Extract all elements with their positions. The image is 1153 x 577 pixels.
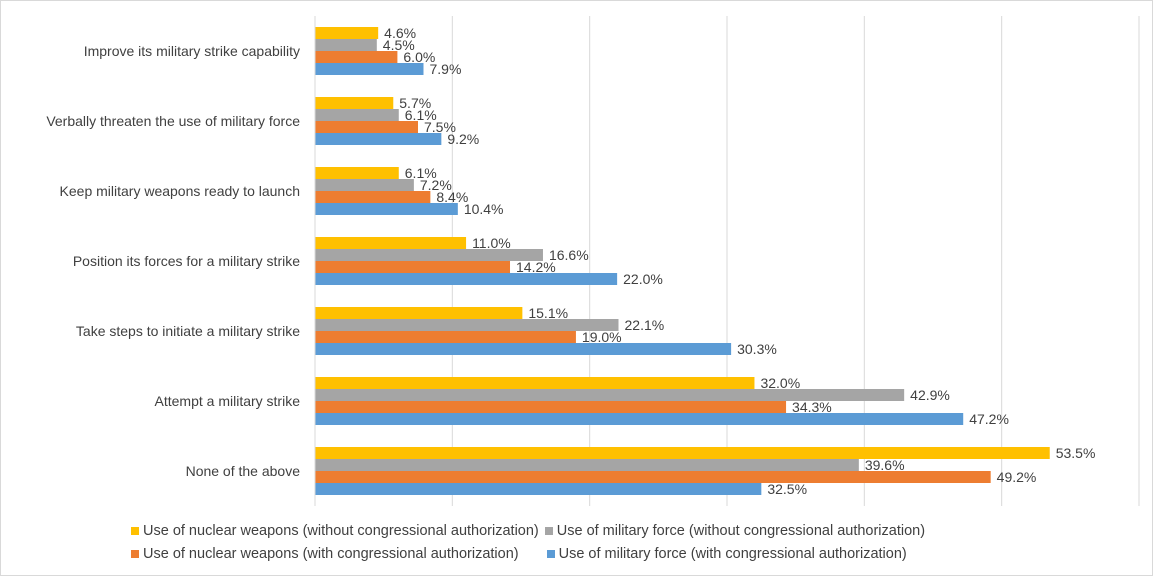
bar [315, 343, 732, 355]
category-label: Attempt a military strike [155, 393, 301, 409]
bar [315, 273, 618, 285]
data-label: 5.7% [399, 95, 431, 111]
bar [315, 109, 399, 121]
legend: Use of nuclear weapons (without congress… [131, 519, 1031, 565]
legend-row-1: Use of nuclear weapons (without congress… [131, 519, 1031, 542]
category-label: Verbally threaten the use of military fo… [46, 113, 300, 129]
data-label: 49.2% [997, 469, 1037, 485]
legend-swatch [131, 549, 139, 558]
legend-item-force-without: Use of military force (without congressi… [544, 522, 926, 539]
bar [315, 401, 787, 413]
legend-label: Use of nuclear weapons (without congress… [143, 522, 539, 539]
bar [315, 237, 467, 249]
data-label: 32.5% [767, 481, 807, 497]
data-label: 30.3% [737, 341, 777, 357]
data-label: 47.2% [969, 411, 1009, 427]
legend-item-nuclear-without: Use of nuclear weapons (without congress… [131, 523, 539, 539]
legend-row-2: Use of nuclear weapons (with congression… [131, 542, 1031, 565]
data-label: 8.4% [436, 189, 468, 205]
bar [315, 97, 394, 109]
data-label: 39.6% [865, 457, 905, 473]
data-label: 22.1% [625, 317, 665, 333]
bar [315, 133, 442, 145]
bar [315, 167, 399, 179]
bar [315, 413, 964, 425]
bar [315, 39, 377, 51]
legend-label: Use of nuclear weapons (with congression… [143, 545, 519, 562]
data-label: 10.4% [464, 201, 504, 217]
data-label: 9.2% [447, 131, 479, 147]
data-label: 19.0% [582, 329, 622, 345]
data-label: 7.2% [420, 177, 452, 193]
bar [315, 249, 543, 261]
data-label: 7.9% [429, 61, 461, 77]
bar [315, 121, 418, 133]
category-label: Keep military weapons ready to launch [60, 183, 300, 199]
category-label: None of the above [186, 463, 301, 479]
data-label: 6.1% [405, 165, 437, 181]
data-label: 16.6% [549, 247, 589, 263]
data-label: 34.3% [792, 399, 832, 415]
data-label: 6.0% [403, 49, 435, 65]
bar [315, 179, 414, 191]
data-label: 22.0% [623, 271, 663, 287]
bar [315, 307, 523, 319]
legend-label: Use of military force (with congressiona… [558, 545, 907, 562]
data-label: 11.0% [472, 235, 511, 251]
bar [315, 51, 398, 63]
data-label: 42.9% [910, 387, 950, 403]
category-label: Improve its military strike capability [84, 43, 300, 59]
legend-swatch [544, 526, 553, 535]
bar [315, 203, 458, 215]
legend-label: Use of military force (without congressi… [556, 522, 926, 539]
bar [315, 377, 755, 389]
bar [315, 331, 576, 343]
data-label: 4.5% [383, 37, 415, 53]
bar [315, 483, 762, 495]
legend-item-force-with: Use of military force (with congressiona… [546, 545, 907, 562]
legend-swatch [546, 549, 555, 558]
data-label: 32.0% [760, 375, 800, 391]
data-label: 14.2% [516, 259, 556, 275]
legend-swatch [131, 526, 139, 535]
bar [315, 459, 859, 471]
data-label: 7.5% [424, 119, 456, 135]
category-label: Position its forces for a military strik… [73, 253, 300, 269]
bar [315, 447, 1050, 459]
category-label: Take steps to initiate a military strike [76, 323, 300, 339]
bar [315, 191, 431, 203]
data-label: 6.1% [405, 107, 437, 123]
bar [315, 319, 619, 331]
bar [315, 261, 511, 273]
data-label: 15.1% [528, 305, 568, 321]
data-label: 53.5% [1056, 445, 1096, 461]
bar [315, 471, 991, 483]
bar [315, 63, 424, 75]
bar [315, 27, 379, 39]
legend-item-nuclear-with: Use of nuclear weapons (with congression… [131, 546, 519, 562]
data-label: 4.6% [384, 25, 416, 41]
bar [315, 389, 905, 401]
